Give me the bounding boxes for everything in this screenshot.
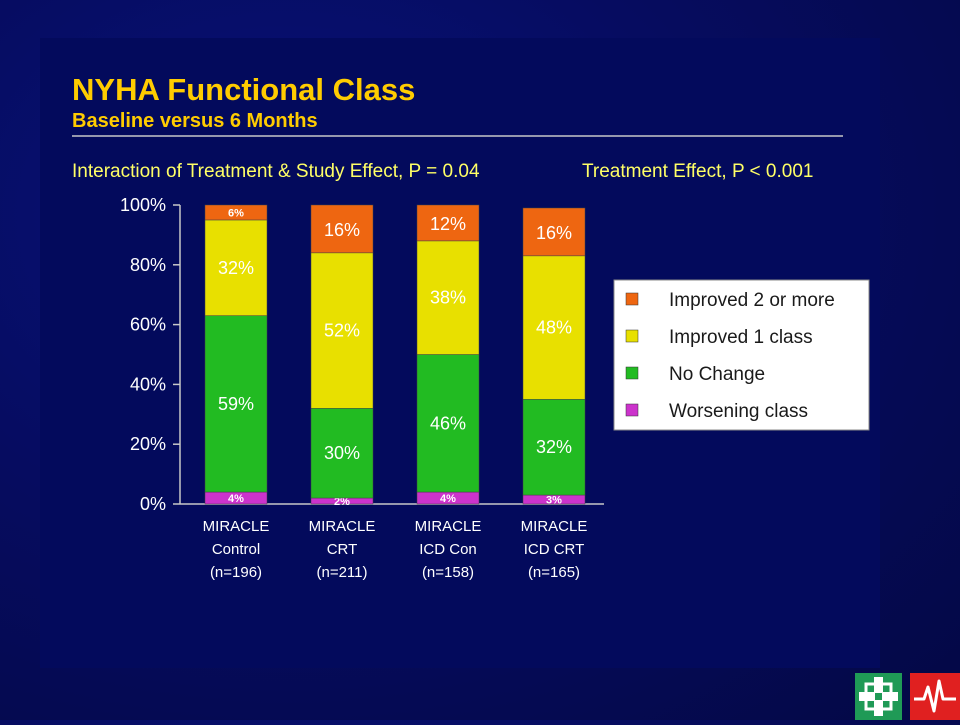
interaction-note: Interaction of Treatment & Study Effect,…	[72, 161, 480, 182]
data-label: 4%	[228, 493, 244, 505]
category-label: CRT	[327, 541, 358, 558]
data-label: 3%	[546, 495, 562, 507]
data-label: 52%	[324, 321, 360, 341]
data-label: 30%	[324, 443, 360, 463]
legend-label: No Change	[669, 364, 765, 385]
cross-grid-logo-icon	[855, 673, 902, 720]
data-label: 48%	[536, 318, 572, 338]
slide-subtitle: Baseline versus 6 Months	[72, 110, 318, 132]
data-label: 6%	[228, 207, 244, 219]
category-label: MIRACLE	[415, 518, 482, 535]
data-label: 38%	[430, 288, 466, 308]
category-label: (n=158)	[422, 564, 474, 581]
data-label: 32%	[536, 437, 572, 457]
legend-box	[613, 279, 870, 431]
data-label: 46%	[430, 413, 466, 433]
category-label: (n=211)	[316, 564, 367, 581]
legend-label: Improved 1 class	[669, 327, 813, 348]
legend-label: Worsening class	[669, 401, 808, 422]
heartbeat-logo-icon	[910, 673, 960, 720]
data-label: 12%	[430, 214, 466, 234]
category-label: ICD CRT	[524, 541, 585, 558]
y-tick-label: 80%	[130, 255, 166, 275]
category-label: ICD Con	[419, 541, 477, 558]
data-label: 59%	[218, 394, 254, 414]
bar-segment	[416, 354, 480, 493]
data-label: 32%	[218, 258, 254, 278]
y-tick-label: 100%	[120, 195, 166, 215]
treatment-note: Treatment Effect, P < 0.001	[582, 161, 813, 182]
bar-segment	[204, 219, 268, 316]
bar-segment	[522, 207, 586, 257]
category-label: MIRACLE	[203, 518, 270, 535]
bar-segment	[416, 204, 480, 242]
bar-segment	[522, 399, 586, 496]
legend-swatch	[625, 292, 639, 306]
legend-label: Improved 2 or more	[669, 290, 835, 311]
data-label: 2%	[334, 496, 350, 508]
legend-swatch	[625, 329, 639, 343]
bar-segment	[204, 204, 268, 221]
category-label: (n=196)	[210, 564, 262, 581]
bars: 4% 59% 32% 6% 2% 30% 52% 16% 4% 46% 38% 12% 3% 32% 48%…	[204, 204, 586, 508]
legend-swatch	[625, 366, 639, 380]
category-label: MIRACLE	[521, 518, 588, 535]
x-axis-categories: MIRACLE Control (n=196) MIRACLE CRT (n=211) MI…	[203, 518, 588, 581]
category-label: MIRACLE	[309, 518, 376, 535]
y-tick-label: 60%	[130, 315, 166, 335]
legend: Improved 2 or more Improved 1 class No Cha…	[613, 279, 870, 431]
bar-segment	[310, 204, 374, 254]
y-tick-label: 0%	[140, 494, 166, 514]
legend-swatch	[625, 403, 639, 417]
slide-title: NYHA Functional Class	[72, 72, 415, 107]
bar-segment	[204, 315, 268, 493]
data-label: 4%	[440, 493, 456, 505]
y-tick-label: 40%	[130, 374, 166, 394]
category-label: Control	[212, 541, 260, 558]
data-label: 16%	[536, 223, 572, 243]
category-label: (n=165)	[528, 564, 580, 581]
bar-segment	[522, 255, 586, 400]
y-tick-label: 20%	[130, 434, 166, 454]
bar-segment	[416, 240, 480, 355]
data-label: 16%	[324, 220, 360, 240]
bar-segment	[310, 408, 374, 499]
